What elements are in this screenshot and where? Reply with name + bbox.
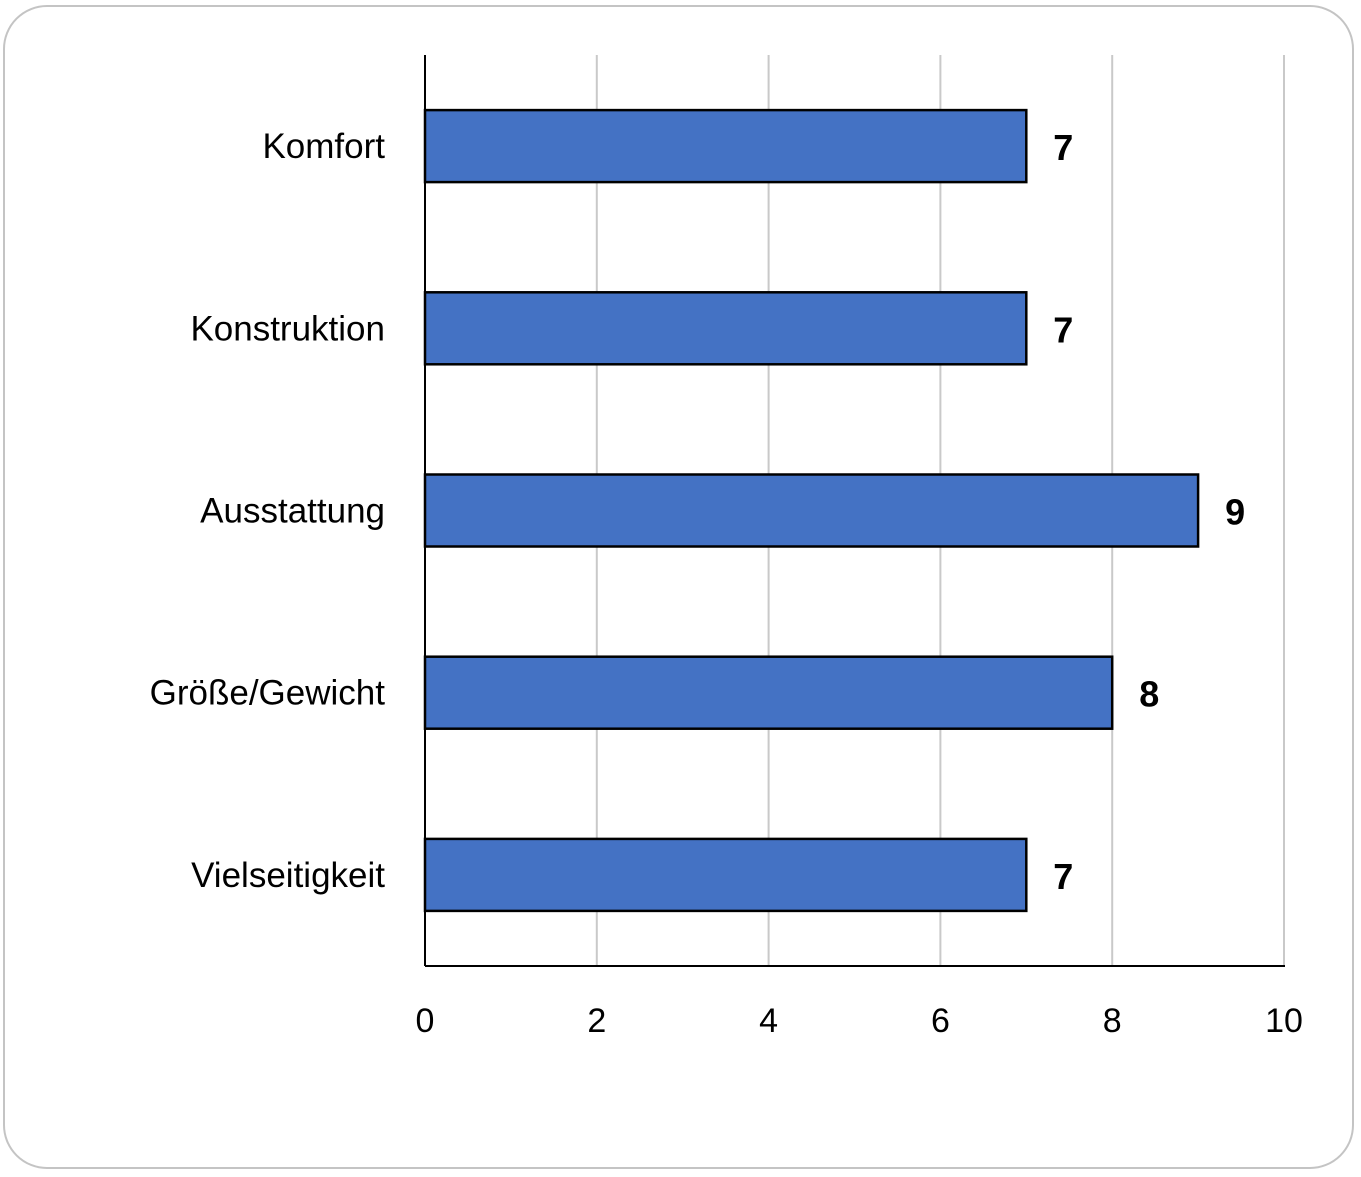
x-tick-label: 0 xyxy=(416,1002,435,1040)
category-label: Ausstattung xyxy=(200,492,385,531)
bar-3 xyxy=(423,655,1114,730)
bar-1 xyxy=(423,291,1028,366)
x-tick-label: 4 xyxy=(759,1002,778,1040)
category-label: Konstruktion xyxy=(190,309,385,348)
x-tick-label: 10 xyxy=(1265,1002,1303,1040)
labels: Komfort 7 Konstruktion 7 Ausstattung 9 Größe/G… xyxy=(150,127,1303,1040)
x-tick-label: 2 xyxy=(587,1002,606,1040)
data-label: 7 xyxy=(1053,127,1073,168)
bars xyxy=(423,108,1200,913)
bar-4 xyxy=(423,837,1028,913)
x-tick-label: 8 xyxy=(1103,1002,1122,1040)
bar-0 xyxy=(423,108,1028,184)
category-label: Vielseitigkeit xyxy=(191,856,385,895)
axes xyxy=(424,55,1285,967)
chart-frame xyxy=(3,5,1354,1169)
category-label: Größe/Gewicht xyxy=(150,674,386,713)
data-label: 7 xyxy=(1053,856,1073,897)
data-label: 8 xyxy=(1139,674,1159,715)
x-tick-label: 6 xyxy=(931,1002,950,1040)
category-label: Komfort xyxy=(262,127,385,166)
data-label: 7 xyxy=(1053,309,1073,350)
data-label: 9 xyxy=(1225,492,1245,533)
bar-2 xyxy=(423,473,1200,548)
